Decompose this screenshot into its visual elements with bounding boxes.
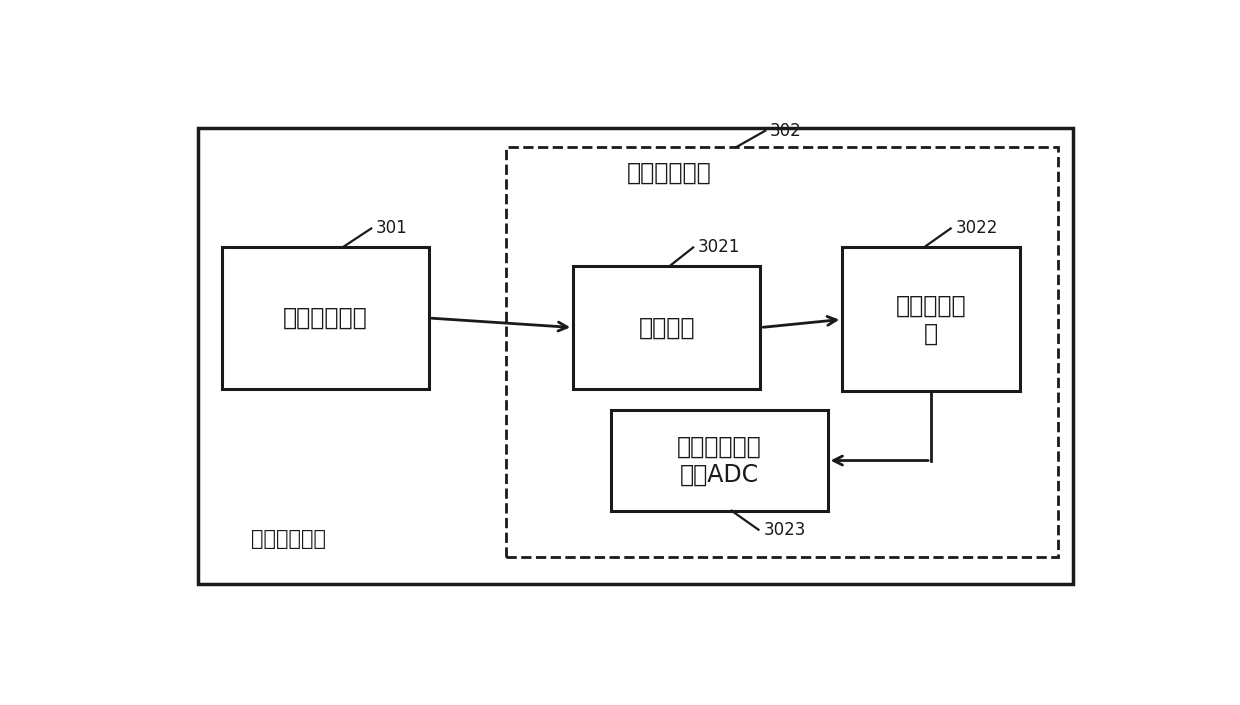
Text: 301: 301	[376, 219, 408, 238]
Text: 激光发射电路: 激光发射电路	[283, 306, 368, 330]
Bar	[842, 247, 1019, 391]
Text: 光电器件: 光电器件	[639, 316, 694, 340]
Bar	[222, 247, 429, 388]
Bar	[573, 266, 760, 388]
Text: 302: 302	[770, 122, 802, 140]
Text: 峰值保持电
路: 峰值保持电 路	[895, 293, 966, 345]
Bar	[611, 410, 827, 510]
Text: 3023: 3023	[764, 521, 806, 539]
Text: 功率检测电路: 功率检测电路	[626, 161, 712, 185]
Text: 第一模数转换
电路ADC: 第一模数转换 电路ADC	[677, 434, 761, 486]
Text: 3022: 3022	[956, 219, 998, 238]
Bar	[506, 147, 1058, 557]
Text: 3021: 3021	[698, 238, 740, 257]
Bar	[198, 128, 1073, 584]
Text: 激光测量装置: 激光测量装置	[250, 529, 326, 548]
